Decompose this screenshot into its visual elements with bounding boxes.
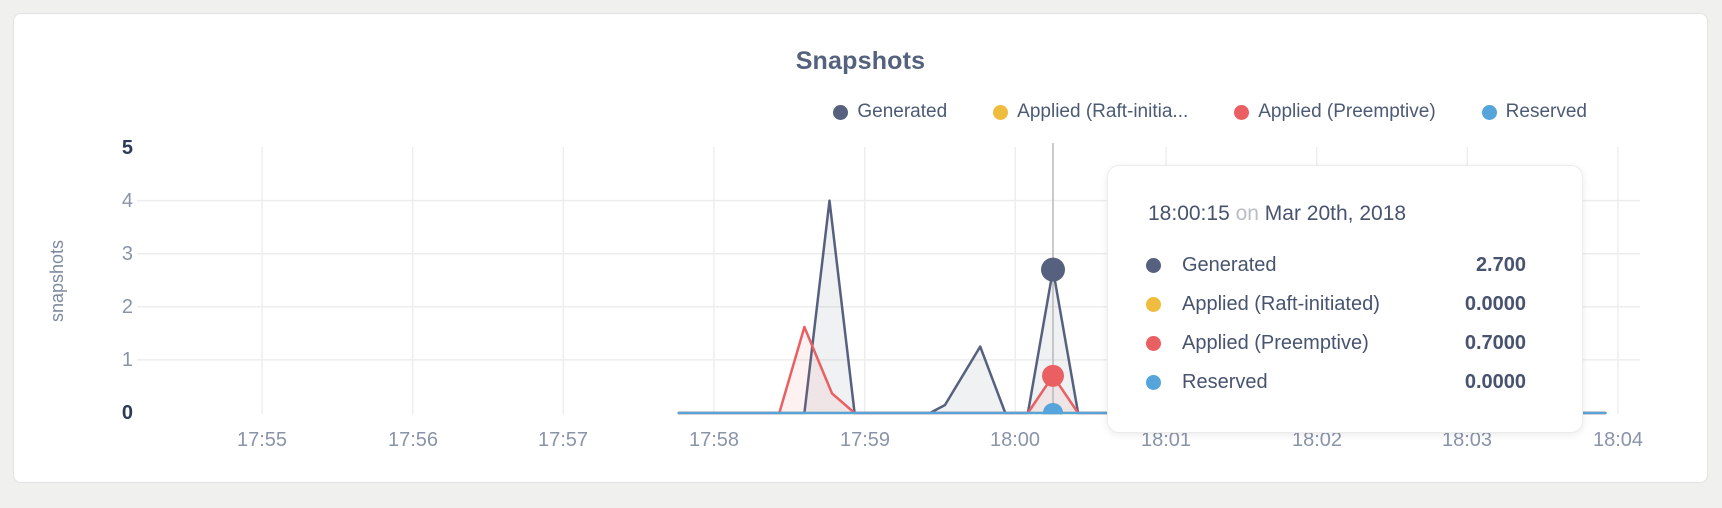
x-axis-tick: 17:59 — [839, 429, 891, 451]
y-axis-tick: 5 — [121, 137, 133, 159]
tooltip-dot-applied-raft-icon — [1146, 297, 1161, 312]
y-axis-tick: 2 — [121, 296, 133, 318]
x-axis-tick: 18:00 — [989, 429, 1041, 451]
legend-label: Reserved — [1505, 101, 1587, 122]
x-axis-tick: 17:56 — [387, 429, 439, 451]
tooltip-header: 18:00:15 on Mar 20th, 2018 — [1148, 202, 1406, 226]
legend-dot-applied-preemptive-icon — [1234, 104, 1250, 120]
x-axis-tick: 18:02 — [1291, 429, 1343, 451]
legend-item-applied-raft[interactable]: Applied (Raft-initia... — [993, 101, 1188, 123]
chart-title: Snapshots — [795, 47, 926, 75]
tooltip-time: 18:00:15 — [1148, 202, 1230, 225]
tooltip-dot-applied-preemptive-icon — [1146, 336, 1161, 351]
legend-label: Generated — [857, 101, 948, 122]
tooltip-row-value: 0.0000 — [1464, 293, 1526, 315]
x-axis-tick: 17:55 — [236, 429, 288, 451]
tooltip-date: Mar 20th, 2018 — [1264, 202, 1407, 225]
tooltip-row-label: Applied (Preemptive) — [1182, 332, 1369, 354]
tooltip-row-label: Applied (Raft-initiated) — [1182, 293, 1380, 315]
x-axis-tick: 17:57 — [537, 429, 589, 451]
y-axis-tick: 1 — [121, 349, 133, 371]
legend: Generated Applied (Raft-initia... Applie… — [833, 101, 1587, 123]
tooltip-row-applied-raft: Applied (Raft-initiated) 0.0000 — [1146, 285, 1526, 324]
legend-label: Applied (Preemptive) — [1258, 101, 1436, 122]
tooltip-on-word: on — [1235, 202, 1259, 225]
chart-tooltip: 18:00:15 on Mar 20th, 2018 Generated 2.7… — [1107, 165, 1583, 433]
tooltip-row-label: Generated — [1182, 254, 1277, 276]
legend-item-generated[interactable]: Generated — [833, 101, 947, 123]
x-axis-tick: 18:03 — [1441, 429, 1493, 451]
legend-dot-applied-raft-icon — [993, 104, 1009, 120]
y-axis-tick: 0 — [121, 402, 133, 424]
tooltip-row-label: Reserved — [1182, 371, 1268, 393]
legend-item-reserved[interactable]: Reserved — [1481, 101, 1587, 123]
tooltip-row-value: 0.0000 — [1464, 371, 1526, 393]
tooltip-row-generated: Generated 2.700 — [1146, 246, 1526, 285]
legend-item-applied-preemptive[interactable]: Applied (Preemptive) — [1234, 101, 1436, 123]
tooltip-dot-generated-icon — [1146, 258, 1161, 273]
x-axis-tick: 18:04 — [1592, 429, 1644, 451]
legend-label: Applied (Raft-initia... — [1017, 101, 1189, 122]
tooltip-dot-reserved-icon — [1146, 375, 1161, 390]
x-axis-tick: 17:58 — [688, 429, 740, 451]
y-axis-tick: 4 — [121, 190, 133, 212]
legend-dot-generated-icon — [833, 104, 849, 120]
tooltip-row-value: 0.7000 — [1464, 332, 1526, 354]
tooltip-row-reserved: Reserved 0.0000 — [1146, 363, 1526, 402]
y-axis-title: snapshots — [47, 239, 67, 323]
x-axis-tick: 18:01 — [1140, 429, 1192, 451]
tooltip-row-applied-preemptive: Applied (Preemptive) 0.7000 — [1146, 324, 1526, 363]
y-axis-tick: 3 — [121, 243, 133, 265]
legend-dot-reserved-icon — [1481, 104, 1497, 120]
tooltip-rows: Generated 2.700 Applied (Raft-initiated)… — [1146, 246, 1526, 402]
tooltip-row-value: 2.700 — [1475, 254, 1526, 276]
